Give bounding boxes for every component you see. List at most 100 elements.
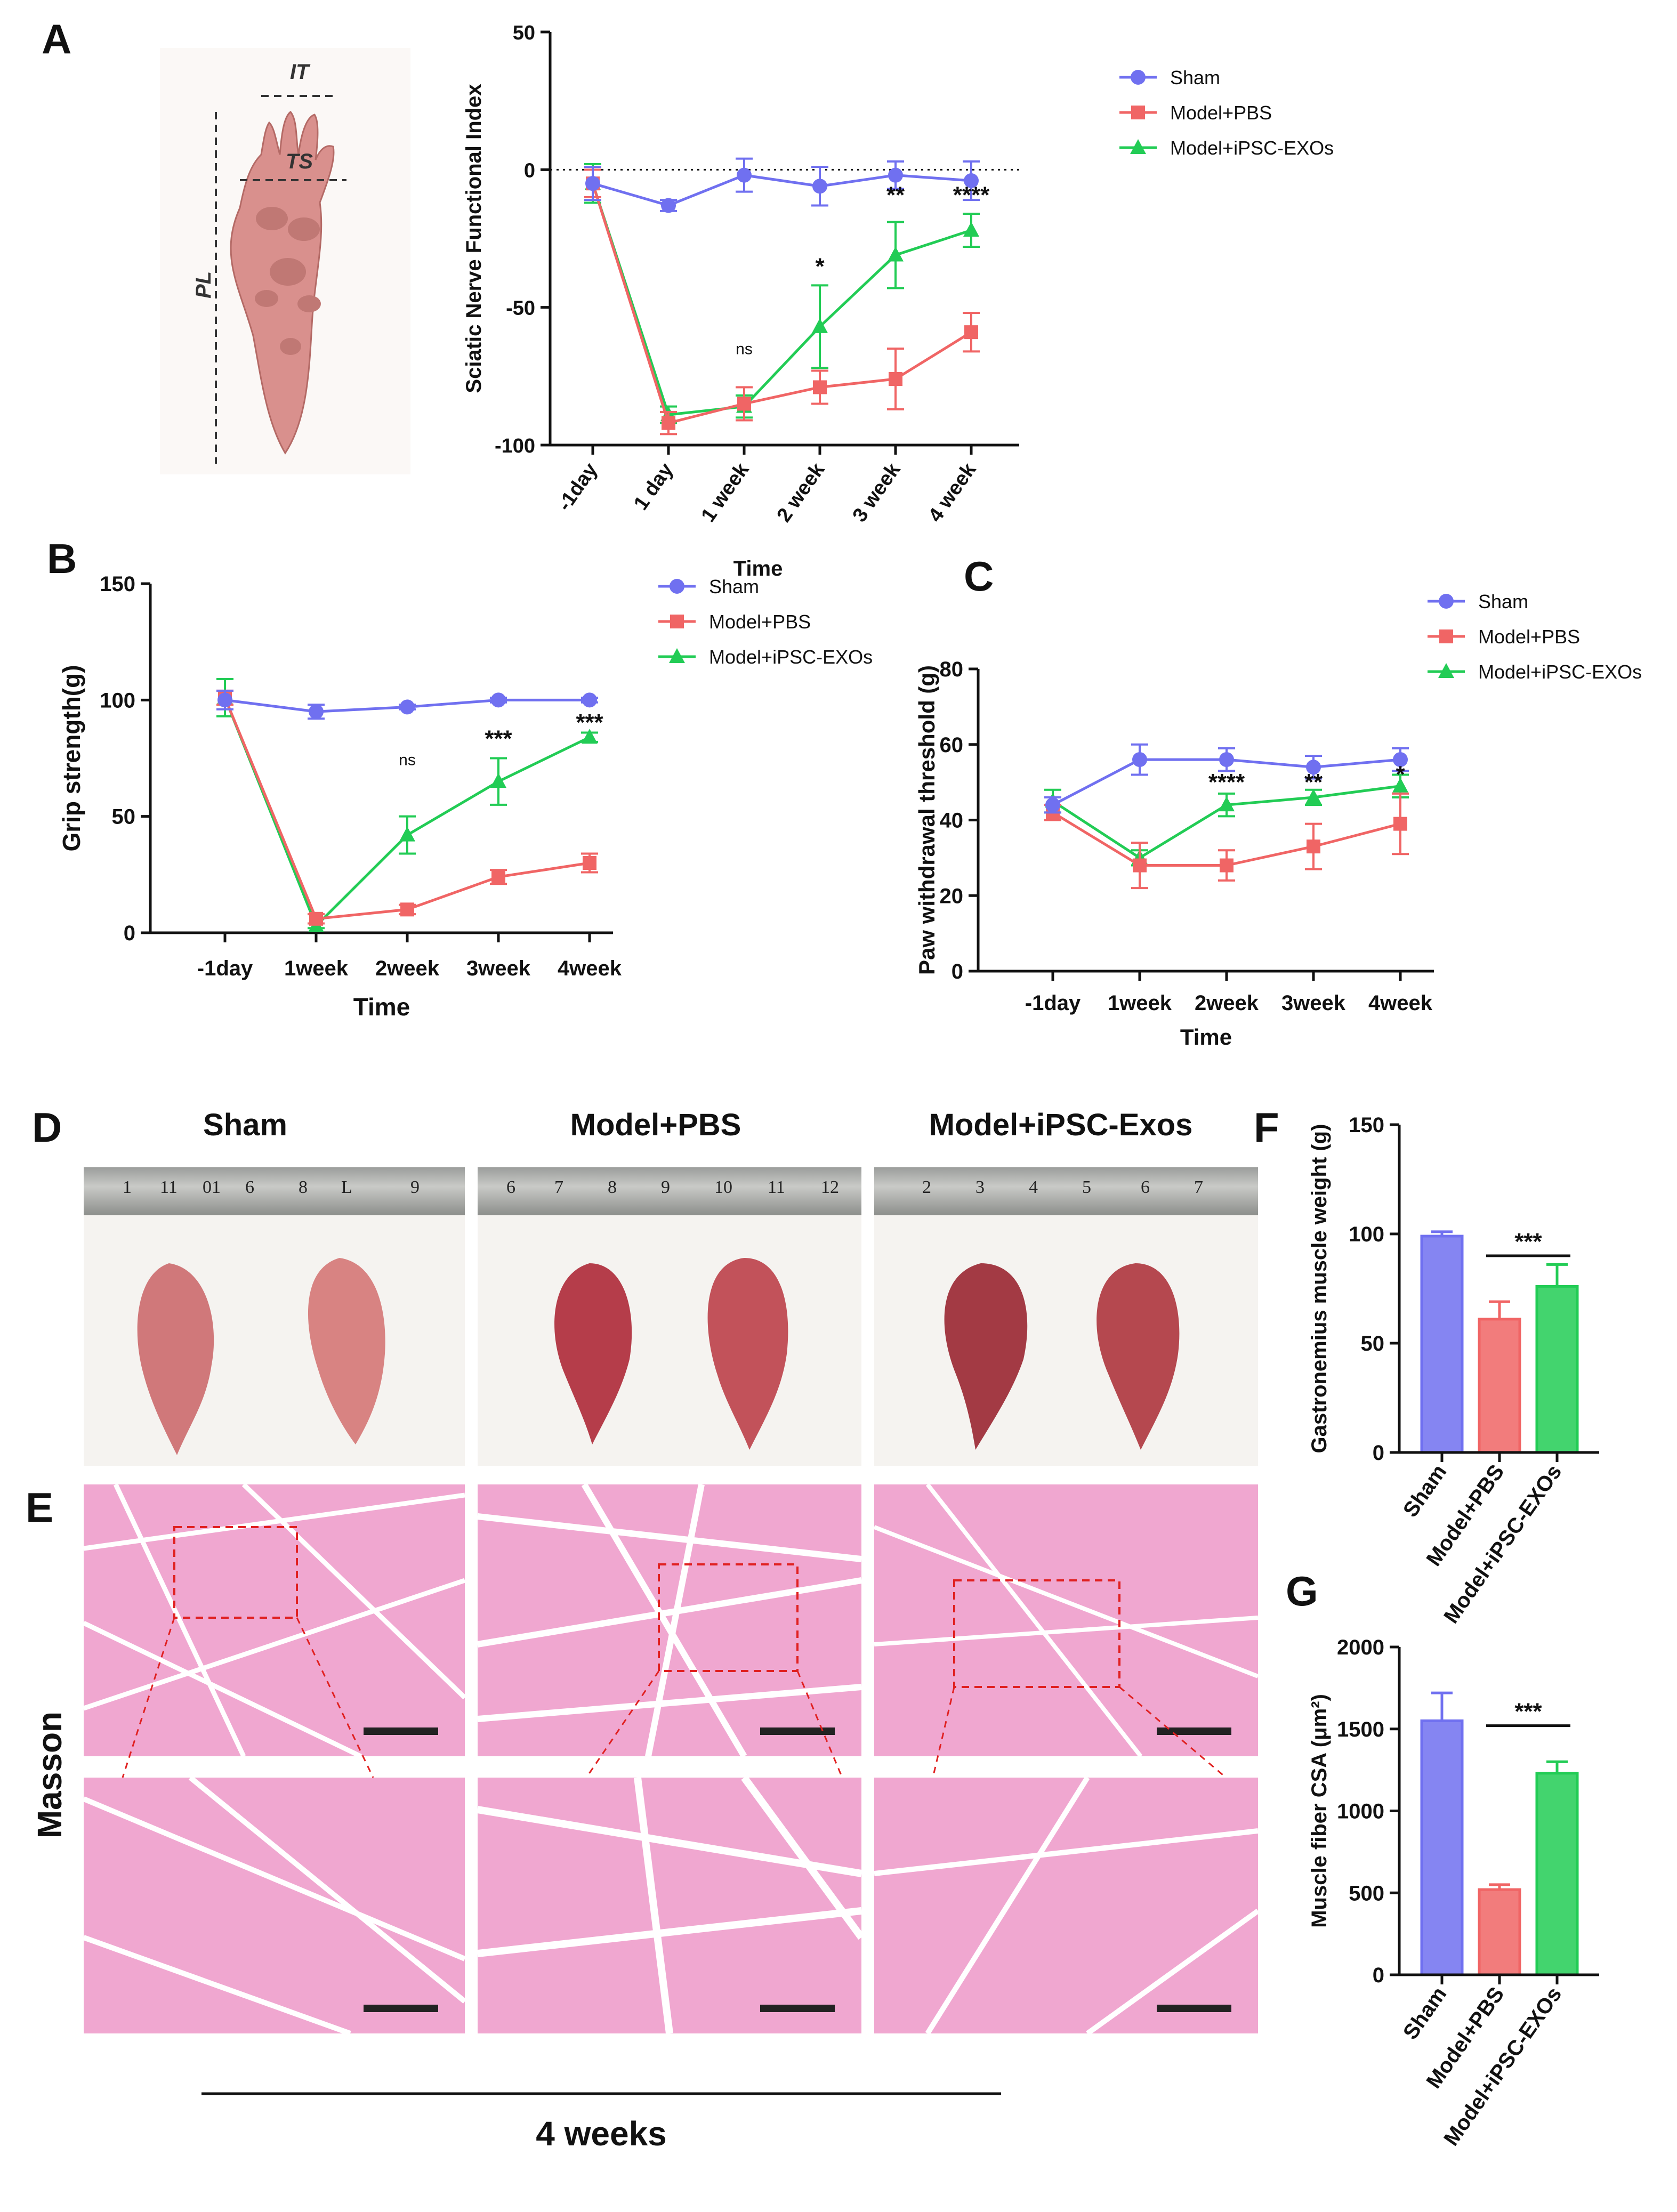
ruler-number: 6 (1141, 1177, 1150, 1197)
bar (1535, 1772, 1579, 1976)
data-point (217, 692, 232, 708)
x-tick-label: -1day (553, 459, 602, 515)
series-line (223, 697, 590, 921)
paw-pad (297, 295, 321, 312)
data-point (582, 692, 597, 708)
legend-label: Model+iPSC-EXOs (1478, 661, 1642, 683)
y-tick-label: 50 (112, 805, 136, 829)
x-tick-label: 1week (284, 957, 349, 980)
chart-a: -100 -50 0 50 -1day 1 day 1 week 2 week 3 week 4 … (462, 22, 1334, 580)
scale-bar (1157, 1727, 1231, 1735)
muscle-right (308, 1258, 385, 1444)
data-point (964, 325, 978, 340)
duration-label: 4 weeks (536, 2114, 667, 2153)
data-point (491, 870, 505, 884)
y-tick-label: 150 (100, 572, 135, 596)
x-tick-label: 4week (558, 957, 622, 980)
data-point (964, 173, 979, 188)
significance-label: *** (1514, 1699, 1542, 1725)
panel-letter-b: B (47, 535, 77, 582)
y-tick-label: -100 (495, 435, 535, 457)
series-sham (216, 689, 598, 720)
legend: Sham Model+PBS Model+iPSC-EXOs (658, 576, 873, 668)
series-sham (584, 157, 980, 213)
paw-pad (280, 338, 301, 355)
legend-label: Model+PBS (1478, 626, 1580, 648)
ruler-number: 11 (768, 1177, 785, 1197)
data-point (662, 416, 675, 430)
muscle-left (944, 1263, 1028, 1450)
significance-label: **** (953, 182, 990, 208)
data-point (1393, 817, 1407, 831)
muscle-right (1096, 1263, 1180, 1450)
data-point (309, 911, 323, 926)
paw-pad (270, 258, 306, 286)
significance-label: ns (736, 341, 753, 358)
y-tick-label: 0 (1373, 1441, 1384, 1465)
x-tick-label: -1day (197, 957, 253, 980)
x-axis-title: Time (1180, 1024, 1232, 1050)
histology-exos-overview (874, 1484, 1258, 1756)
data-point (400, 699, 415, 715)
x-tick-label: Sham (1399, 1983, 1452, 2044)
scale-bar (364, 2005, 438, 2012)
muscle-photo-exos (874, 1167, 1258, 1466)
significance-label: *** (1514, 1229, 1542, 1255)
data-point (669, 648, 685, 663)
x-tick-label: 4week (1368, 991, 1433, 1015)
legend-label: Model+PBS (1170, 102, 1272, 124)
data-point (1131, 70, 1146, 85)
data-point (1133, 858, 1147, 873)
panel-letter-f: F (1254, 1104, 1279, 1151)
data-point (737, 397, 751, 411)
data-point (1220, 858, 1233, 873)
panel-letter-g: G (1286, 1568, 1318, 1614)
legend: Sham Model+PBS Model+iPSC-EXOs (1119, 67, 1334, 159)
y-tick-label: 0 (124, 922, 135, 945)
legend-label: Sham (1170, 67, 1220, 88)
ruler-number: 01 (203, 1177, 221, 1197)
significance-label: ** (886, 182, 905, 208)
paw-pad (256, 207, 288, 230)
x-tick-label: 4 week (924, 458, 980, 526)
series-model-pbs (584, 168, 980, 435)
paw-dimension-lines (215, 95, 346, 464)
data-point (1219, 752, 1234, 768)
data-point (1045, 797, 1060, 813)
photo-header-sham: Sham (203, 1108, 287, 1142)
data-point (1439, 594, 1454, 609)
muscle-photo-pbs (478, 1167, 861, 1466)
y-tick-label: 100 (1349, 1223, 1384, 1246)
ruler-number: 11 (160, 1177, 178, 1197)
x-axis-title: Time (353, 993, 410, 1021)
data-point (1392, 777, 1408, 793)
scale-bar (364, 1727, 438, 1735)
data-point (400, 902, 414, 917)
data-point (888, 167, 903, 183)
data-point (1306, 760, 1321, 775)
ruler-number: 7 (1194, 1177, 1203, 1197)
y-tick-label: 40 (940, 809, 964, 833)
ruler-number: 6 (245, 1177, 254, 1197)
ruler (84, 1167, 465, 1215)
y-tick-label: 0 (524, 159, 535, 182)
zoom-connectors (122, 1617, 1227, 1779)
data-point (585, 176, 600, 191)
photo-header-pbs: Model+PBS (570, 1108, 741, 1142)
paw-label-pl: PL (192, 271, 215, 298)
ruler-number: 9 (661, 1177, 670, 1197)
scale-bar (1157, 2005, 1231, 2012)
significance-label: ns (399, 752, 416, 769)
data-point (670, 615, 684, 628)
significance-label: * (815, 254, 825, 280)
ruler-number: 6 (506, 1177, 515, 1197)
panel-letter-a: A (42, 15, 71, 62)
data-point (670, 579, 684, 594)
series-line (591, 183, 972, 425)
panel-letter-d: D (32, 1104, 62, 1151)
y-tick-label: 150 (1349, 1113, 1384, 1137)
ruler-number: 2 (922, 1177, 931, 1197)
x-tick-label: 3week (1281, 991, 1346, 1015)
x-tick-label: 1 day (630, 459, 678, 514)
panel-letter-c: C (964, 553, 994, 600)
